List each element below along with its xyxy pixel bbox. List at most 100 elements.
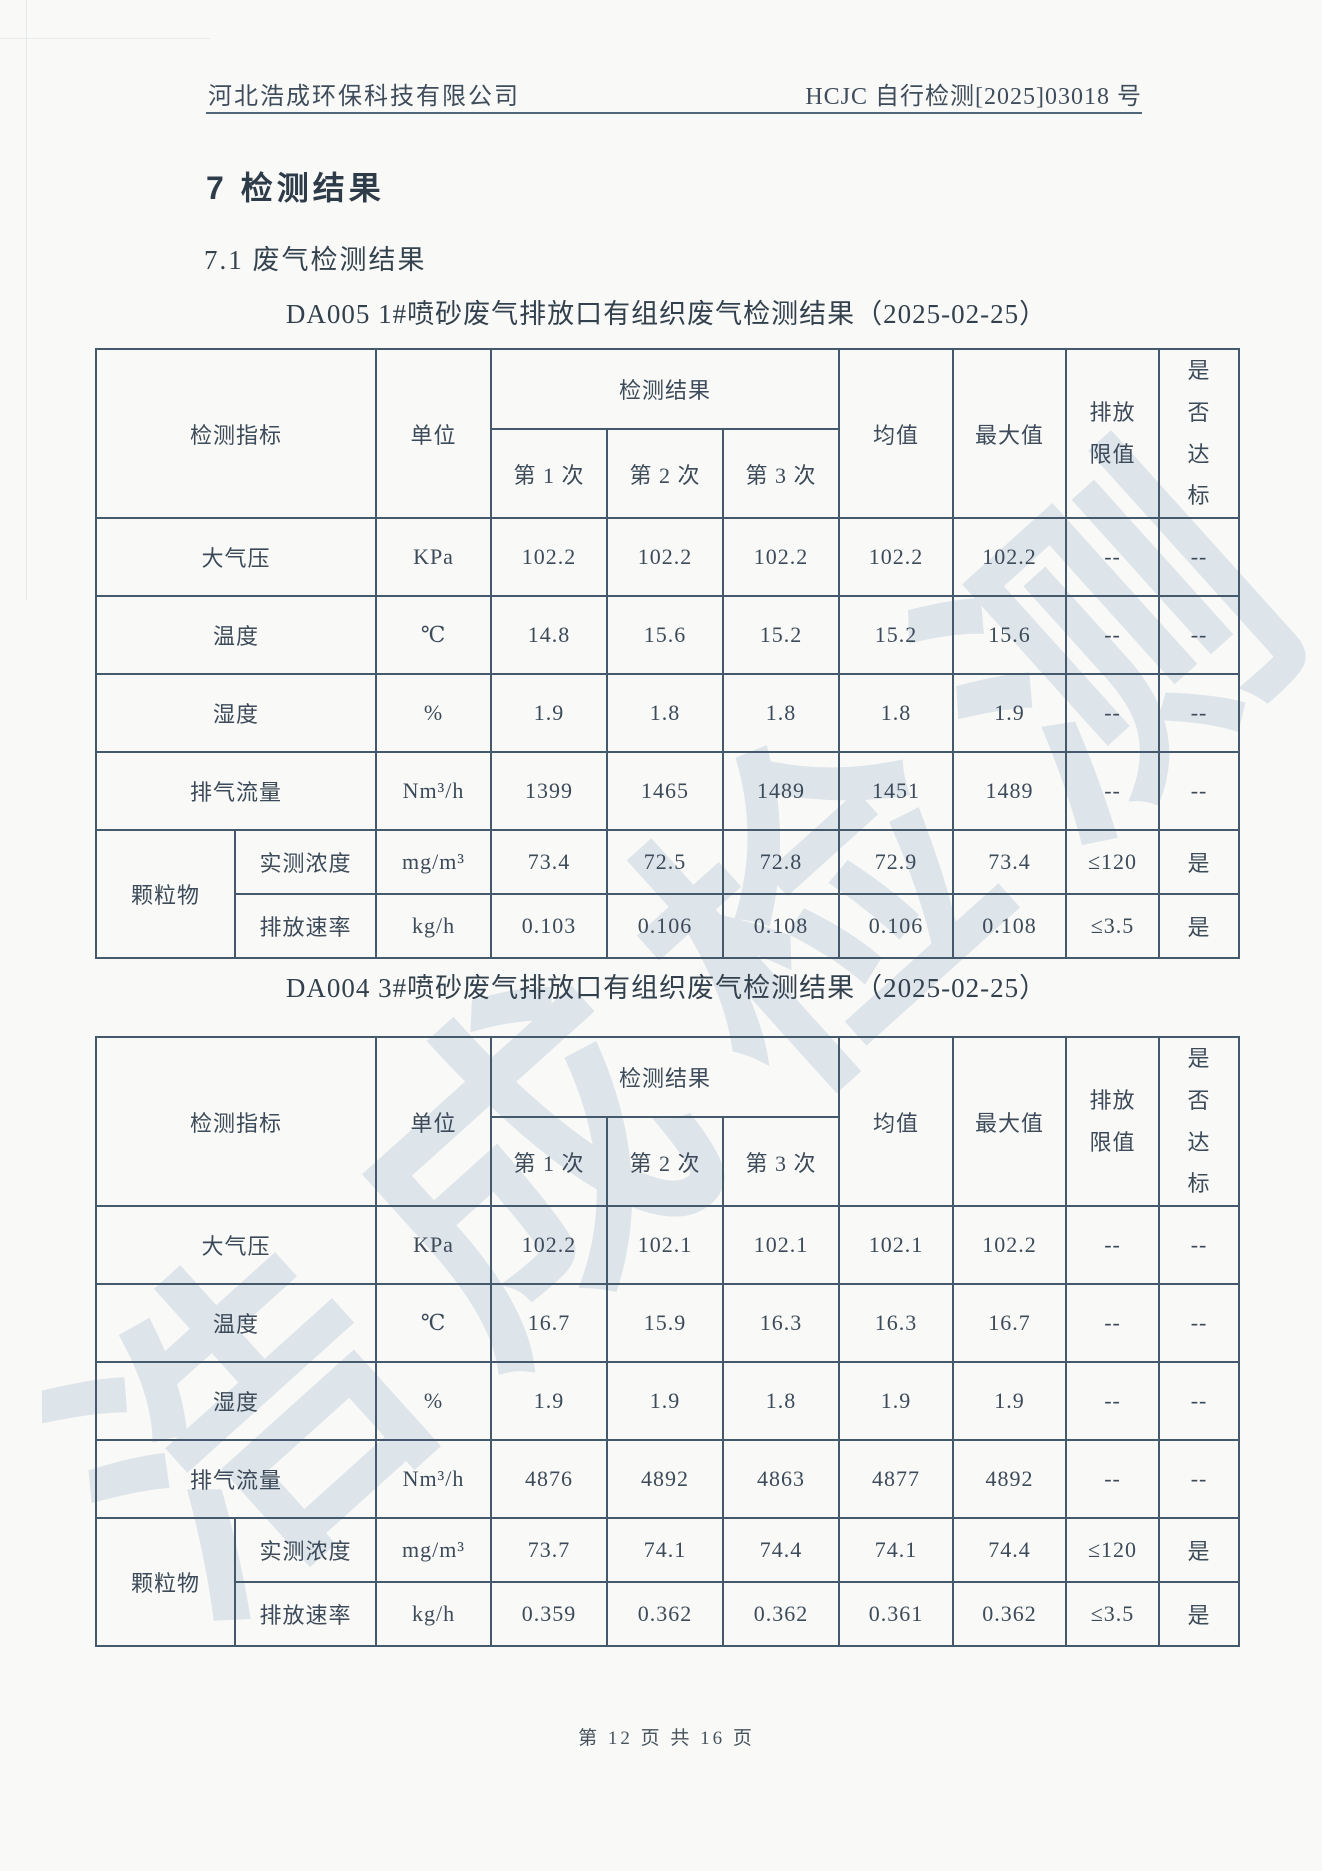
cell-mean: 16.3 — [838, 1283, 955, 1364]
cell-run-3: 72.8 — [722, 829, 841, 896]
cell-run-3: 4863 — [722, 1439, 841, 1520]
cell-compliance: -- — [1158, 1283, 1241, 1364]
table-row: 大气压 KPa 102.2 102.1 102.1 102.1 102.2 --… — [94, 1205, 1241, 1286]
cell-run-1: 1399 — [490, 751, 609, 832]
cell-limit: -- — [1065, 1361, 1161, 1442]
cell-mean: 1.8 — [838, 673, 955, 754]
header-divider — [206, 112, 1142, 114]
table-2-title: DA004 3#喷砂废气排放口有组织废气检测结果（2025-02-25） — [285, 973, 1048, 1003]
cell-run-2: 102.2 — [606, 517, 725, 598]
report-number: HCJC 自行检测[2025]03018 号 — [805, 84, 1142, 110]
cell-max: 0.108 — [952, 893, 1068, 960]
cell-limit: -- — [1065, 1439, 1161, 1520]
cell-run-3: 1.8 — [722, 673, 841, 754]
cell-max: 4892 — [952, 1439, 1068, 1520]
cell-limit: -- — [1065, 1283, 1161, 1364]
cell-unit: ℃ — [375, 1283, 493, 1364]
cell-limit: -- — [1065, 1205, 1161, 1286]
table-row: 排气流量 Nm³/h 4876 4892 4863 4877 4892 -- -… — [94, 1439, 1241, 1520]
cell-unit: % — [375, 673, 493, 754]
cell-run-2: 72.5 — [606, 829, 725, 896]
cell-run-2: 1.8 — [606, 673, 725, 754]
cell-max: 102.2 — [952, 1205, 1068, 1286]
header-indicator: 检测指标 — [94, 347, 378, 520]
table-row: 颗粒物 实测浓度 mg/m³ 73.7 74.1 74.4 74.1 74.4 … — [95, 1517, 1241, 1648]
cell-compliance: -- — [1158, 1361, 1241, 1442]
cell-compliance: -- — [1158, 1439, 1241, 1520]
cell-run-1: 0.359 — [490, 1581, 609, 1648]
cell-max: 15.6 — [952, 595, 1068, 676]
cell-compliance: -- — [1158, 673, 1241, 754]
table-row: 排放速率 kg/h 0.103 0.106 0.108 0.106 0.108 … — [96, 893, 1241, 960]
cell-run-2: 15.9 — [606, 1283, 725, 1364]
cell-run-2: 0.106 — [606, 893, 725, 960]
cell-indicator: 温度 — [94, 1283, 378, 1364]
cell-run-2: 15.6 — [606, 595, 725, 676]
cell-run-3: 16.3 — [722, 1283, 841, 1364]
cell-run-3: 102.2 — [722, 517, 841, 598]
cell-mean: 102.1 — [838, 1205, 955, 1286]
scan-edge-artifact — [26, 0, 27, 600]
cell-indicator: 排放速率 — [233, 893, 378, 960]
cell-unit: Nm³/h — [375, 1439, 493, 1520]
cell-run-2: 1465 — [606, 751, 725, 832]
cell-compliance: 是 — [1158, 1581, 1241, 1648]
table-1-title: DA005 1#喷砂废气排放口有组织废气检测结果（2025-02-25） — [285, 299, 1048, 329]
cell-unit: KPa — [375, 517, 493, 598]
cell-max: 16.7 — [952, 1283, 1068, 1364]
cell-limit: ≤3.5 — [1065, 1581, 1161, 1648]
cell-max: 1.9 — [952, 1361, 1068, 1442]
cell-max: 74.4 — [952, 1517, 1068, 1584]
header-limit: 排放限值 — [1065, 1035, 1161, 1208]
cell-compliance: 是 — [1158, 1517, 1241, 1584]
cell-run-1: 14.8 — [490, 595, 609, 676]
cell-compliance: -- — [1158, 751, 1241, 832]
cell-run-2: 1.9 — [606, 1361, 725, 1442]
cell-mean: 0.361 — [838, 1581, 955, 1648]
cell-run-1: 73.7 — [490, 1517, 609, 1584]
table-row: 颗粒物 实测浓度 mg/m³ 73.4 72.5 72.8 72.9 73.4 … — [95, 829, 1241, 960]
cell-run-3: 15.2 — [722, 595, 841, 676]
cell-max: 73.4 — [952, 829, 1068, 896]
header-run-3: 第 3 次 — [722, 427, 841, 520]
cell-max: 1489 — [952, 751, 1068, 832]
cell-compliance: -- — [1158, 595, 1241, 676]
cell-indicator: 湿度 — [94, 673, 378, 754]
cell-run-3: 1.8 — [722, 1361, 841, 1442]
cell-indicator: 温度 — [94, 595, 378, 676]
header-run-2: 第 2 次 — [606, 427, 725, 520]
cell-run-1: 73.4 — [490, 829, 609, 896]
cell-unit: kg/h — [375, 893, 493, 960]
cell-run-1: 16.7 — [490, 1283, 609, 1364]
header-run-1: 第 1 次 — [490, 1115, 609, 1208]
header-run-2: 第 2 次 — [606, 1115, 725, 1208]
cell-indicator: 大气压 — [94, 517, 378, 598]
cell-max: 1.9 — [952, 673, 1068, 754]
cell-indicator: 湿度 — [94, 1361, 378, 1442]
header-max: 最大值 — [952, 1035, 1068, 1208]
section-title: 7 检测结果 — [206, 170, 385, 206]
table-row: 排放速率 kg/h 0.359 0.362 0.362 0.361 0.362 … — [96, 1581, 1241, 1648]
cell-run-2: 0.362 — [606, 1581, 725, 1648]
cell-compliance: 是 — [1158, 829, 1241, 896]
cell-indicator: 实测浓度 — [233, 829, 378, 896]
cell-group-name: 颗粒物 — [95, 1517, 236, 1648]
cell-unit: kg/h — [375, 1581, 493, 1648]
cell-max: 102.2 — [952, 517, 1068, 598]
cell-compliance: 是 — [1158, 893, 1241, 960]
table-row: 温度 ℃ 16.7 15.9 16.3 16.3 16.7 -- -- — [94, 1283, 1241, 1364]
cell-run-1: 102.2 — [490, 1205, 609, 1286]
cell-limit: -- — [1065, 751, 1161, 832]
cell-unit: mg/m³ — [375, 829, 493, 896]
table-row: 大气压 KPa 102.2 102.2 102.2 102.2 102.2 --… — [94, 517, 1241, 598]
header-indicator: 检测指标 — [94, 1035, 378, 1208]
cell-max: 0.362 — [952, 1581, 1068, 1648]
cell-mean: 1451 — [838, 751, 955, 832]
cell-indicator: 实测浓度 — [233, 1517, 378, 1584]
cell-run-3: 1489 — [722, 751, 841, 832]
cell-limit: -- — [1065, 517, 1161, 598]
company-name: 河北浩成环保科技有限公司 — [208, 84, 520, 110]
cell-compliance: -- — [1158, 517, 1241, 598]
scan-edge-artifact — [0, 38, 210, 39]
